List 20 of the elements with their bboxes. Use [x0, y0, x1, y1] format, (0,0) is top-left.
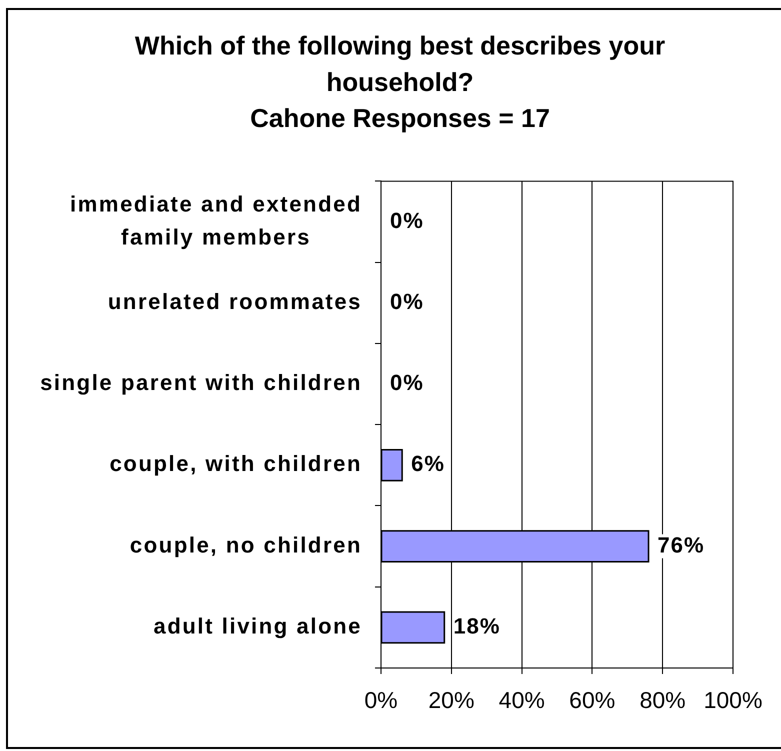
chart-subtitle: Cahone Responses = 17	[250, 103, 550, 134]
x-tick-label: 60%	[569, 687, 616, 714]
data-label: 0%	[390, 288, 424, 314]
data-label: 0%	[390, 208, 424, 233]
y-tick-label: immediate and extended family members	[70, 191, 362, 250]
data-label: 0%	[390, 370, 424, 396]
y-tick-label: couple, with children	[110, 451, 362, 476]
x-tick-label: 80%	[640, 687, 686, 714]
y-tick-label: unrelated roommates	[108, 288, 362, 314]
x-tick-label: 40%	[498, 687, 545, 714]
y-tick-label: adult living alone	[154, 613, 362, 638]
data-label: 18%	[453, 613, 500, 638]
data-label: 6%	[411, 451, 445, 476]
x-tick-label: 100%	[704, 687, 762, 714]
chart-title: Which of the following best describes your household?	[134, 30, 666, 97]
x-tick-label: 0%	[364, 687, 398, 714]
data-label: 76%	[658, 532, 705, 558]
x-tick-label: 20%	[428, 687, 474, 714]
y-tick-label: couple, no children	[130, 532, 362, 558]
y-tick-label: single parent with children	[40, 370, 362, 396]
